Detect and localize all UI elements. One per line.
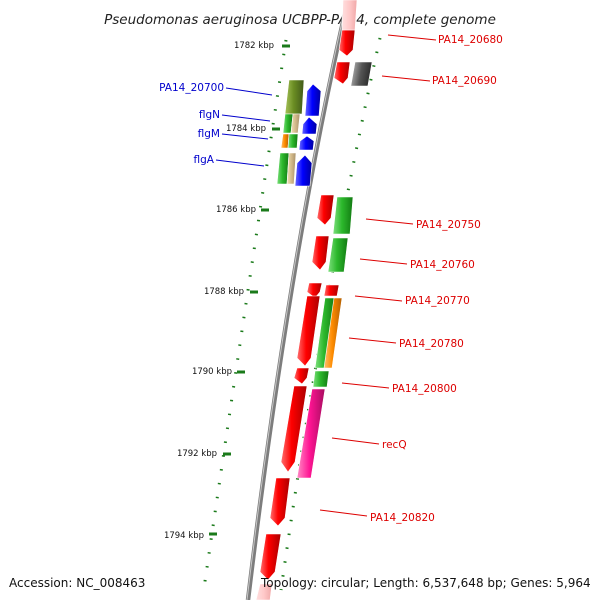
gene-pa14-20690-red[interactable] [333, 61, 351, 85]
leader-line [348, 337, 397, 344]
gene-pa14-20820-lower[interactable] [259, 533, 282, 581]
gene-flgn-blue[interactable] [301, 116, 318, 135]
gene-label-flgm[interactable]: flgM [198, 128, 220, 140]
gene-label-recq[interactable]: recQ [382, 439, 407, 451]
leader-line [225, 87, 273, 96]
leader-line [387, 34, 437, 41]
kbp-label: 1786 kbp [216, 205, 256, 215]
genome-backbone-highlight [246, 0, 348, 600]
gene-label-pa14-20820[interactable]: PA14_20820 [370, 512, 435, 524]
gene-pa14-20750-red[interactable] [316, 194, 335, 226]
gene-label-flga[interactable]: flgA [194, 154, 215, 166]
gene-label-flgn[interactable]: flgN [199, 109, 220, 121]
gene-label-pa14-20760[interactable]: PA14_20760 [410, 259, 475, 271]
kbp-labels: 1782 kbp 1784 kbp 1786 kbp 1788 kbp 1790… [164, 41, 274, 541]
gene-pa14-20760-red[interactable] [311, 235, 330, 271]
gene-pa14-20800-red[interactable] [293, 367, 310, 385]
kbp-label: 1794 kbp [164, 531, 204, 541]
gene-pa14-20760[interactable] [327, 237, 349, 273]
gene-pa14-20770-red[interactable] [306, 282, 323, 299]
gene-pa14-20820-red[interactable] [269, 477, 291, 527]
gene-bottom-pale[interactable] [255, 583, 273, 600]
gene-flga-tan[interactable] [286, 152, 297, 185]
gene-pa14-20750[interactable] [332, 196, 354, 235]
gene-pa14-20780-orange[interactable] [323, 297, 343, 369]
kbp-label: 1788 kbp [204, 287, 244, 297]
genome-backbone [245, 0, 351, 600]
kbp-label: 1784 kbp [226, 124, 266, 134]
gene-label-pa14-20780[interactable]: PA14_20780 [399, 338, 464, 350]
leader-line [354, 295, 403, 302]
gene-pa14-20700-blue[interactable] [304, 83, 322, 117]
leader-line [381, 75, 431, 82]
major-ticks [209, 44, 290, 536]
gene-recq-red[interactable] [280, 385, 308, 473]
gene-flgm[interactable] [280, 133, 290, 149]
gene-label-pa14-20700[interactable]: PA14_20700 [159, 82, 224, 94]
gene-pa14-20780-red[interactable] [296, 295, 321, 367]
accession-text: Accession: NC_008463 [9, 576, 145, 590]
reverse-genes [276, 79, 322, 187]
kbp-label: 1782 kbp [234, 41, 274, 51]
leader-line [359, 258, 408, 265]
gene-pa14-20700[interactable] [284, 79, 305, 115]
gene-flgn-tan[interactable] [290, 113, 301, 134]
gene-label-pa14-20800[interactable]: PA14_20800 [392, 383, 457, 395]
leader-line [221, 114, 271, 122]
gene-flgm-green[interactable] [287, 133, 299, 149]
leader-line [319, 509, 368, 517]
gene-pa14-20690[interactable] [350, 61, 373, 87]
leader-line [341, 382, 390, 389]
map-title: Pseudomonas aeruginosa UCBPP-PA14, compl… [104, 12, 496, 28]
gene-pa14-20800[interactable] [312, 370, 330, 388]
gene-label-pa14-20680[interactable]: PA14_20680 [438, 34, 503, 46]
topology-text: Topology: circular; Length: 6,537,648 bp… [260, 576, 591, 590]
kbp-label: 1792 kbp [177, 449, 217, 459]
gene-label-pa14-20770[interactable]: PA14_20770 [405, 295, 470, 307]
leader-line [331, 437, 380, 445]
gene-flga-blue[interactable] [294, 154, 313, 187]
right-gene-labels: PA14_20680 PA14_20690 PA14_20750 PA14_20… [319, 34, 503, 524]
leader-line [365, 218, 414, 225]
gene-pa14-20770-small[interactable] [323, 284, 340, 297]
gene-pa14-20680-top[interactable] [341, 0, 358, 31]
gene-label-pa14-20750[interactable]: PA14_20750 [416, 219, 481, 231]
gene-label-pa14-20690[interactable]: PA14_20690 [432, 75, 497, 87]
leader-line [221, 133, 269, 140]
leader-line [215, 159, 265, 167]
left-gene-labels: PA14_20700 flgN flgM flgA [159, 82, 273, 167]
gene-recq[interactable] [296, 388, 326, 479]
kbp-label: 1790 kbp [192, 367, 232, 377]
forward-genes [255, 0, 373, 600]
gene-flgm-blue[interactable] [298, 135, 315, 151]
gene-pa14-20680[interactable] [338, 29, 356, 57]
